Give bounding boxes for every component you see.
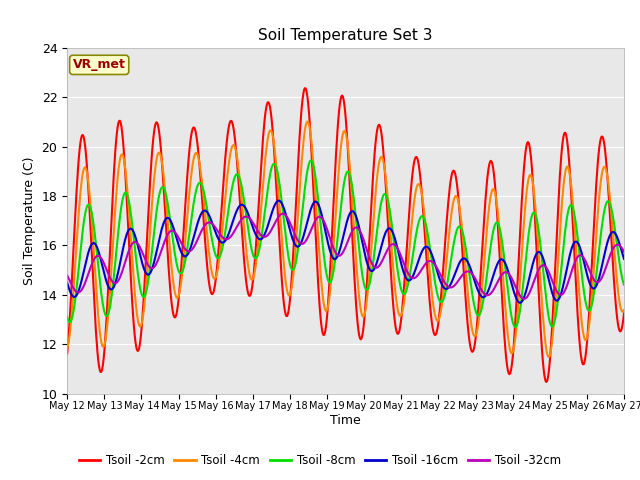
Legend: Tsoil -2cm, Tsoil -4cm, Tsoil -8cm, Tsoil -16cm, Tsoil -32cm: Tsoil -2cm, Tsoil -4cm, Tsoil -8cm, Tsoi… bbox=[74, 449, 566, 472]
X-axis label: Time: Time bbox=[330, 414, 361, 427]
Text: VR_met: VR_met bbox=[73, 59, 125, 72]
Y-axis label: Soil Temperature (C): Soil Temperature (C) bbox=[23, 156, 36, 285]
Title: Soil Temperature Set 3: Soil Temperature Set 3 bbox=[259, 28, 433, 43]
